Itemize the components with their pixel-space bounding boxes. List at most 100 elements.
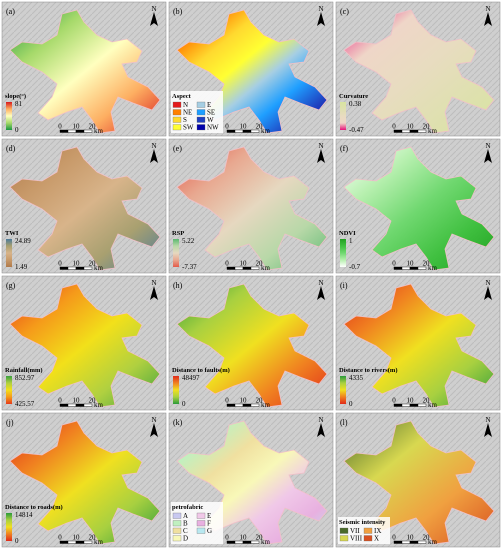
north-arrow — [484, 423, 492, 437]
panel-label: (b) — [173, 7, 183, 16]
legend-swatch — [172, 535, 182, 542]
north-arrow — [317, 12, 325, 26]
legend-min: -0.7 — [349, 263, 361, 271]
legend-min: 0 — [349, 400, 353, 408]
north-arrow — [317, 149, 325, 163]
legend-swatch — [172, 101, 182, 108]
legend-title: Rainfall(mm) — [5, 367, 43, 374]
legend-colorbar — [340, 239, 346, 267]
north-arrow — [150, 423, 158, 437]
legend-max: 852.97 — [15, 374, 35, 382]
panel-label: (a) — [6, 7, 15, 16]
legend-swatch — [339, 535, 349, 542]
legend-item: X — [374, 535, 379, 543]
scale-tick-label: 0 — [392, 397, 396, 405]
study-area — [176, 283, 328, 408]
scale-tick-label: 20 — [423, 397, 431, 405]
legend-colorbar — [340, 376, 346, 404]
legend-title: Aspect — [172, 93, 192, 100]
legend-swatch — [172, 520, 182, 527]
scale-unit: km — [261, 127, 271, 135]
legend-swatch — [172, 512, 182, 519]
scale-tick-label: 10 — [73, 260, 81, 268]
scale-unit: km — [94, 538, 104, 546]
north-label: N — [318, 416, 323, 424]
legend-swatch — [172, 109, 182, 116]
scale-tick-label: 10 — [240, 534, 248, 542]
scale-tick-label: 10 — [73, 534, 81, 542]
scale-tick-label: 20 — [256, 123, 264, 131]
legend-item: S — [183, 116, 187, 124]
study-area — [343, 9, 495, 134]
panel-label: (d) — [6, 144, 16, 153]
legend-swatch — [196, 520, 206, 527]
panel-label: (g) — [6, 281, 16, 290]
panel-label: (h) — [173, 281, 183, 290]
scale-tick-label: 20 — [89, 260, 97, 268]
legend-colorbar — [173, 239, 179, 267]
legend-max: 4335 — [349, 374, 364, 382]
scale-tick-label: 10 — [73, 397, 81, 405]
scale-tick-label: 20 — [423, 123, 431, 131]
scale-tick-label: 20 — [256, 397, 264, 405]
legend-swatch — [196, 527, 206, 534]
legend-swatch — [172, 116, 182, 123]
legend-min: -0.47 — [349, 126, 364, 134]
scale-bar-segment — [83, 266, 93, 270]
scale-tick-label: 10 — [240, 123, 248, 131]
legend-item: IX — [374, 527, 381, 535]
legend-title: Distance to faults(m) — [172, 367, 230, 374]
panel-label: (k) — [173, 418, 183, 427]
legend-min: 0 — [15, 126, 19, 134]
north-label: N — [485, 142, 490, 150]
scale-tick-label: 0 — [58, 397, 62, 405]
north-arrow — [150, 286, 158, 300]
legend-swatch — [196, 124, 206, 131]
scale-tick-label: 0 — [225, 397, 229, 405]
north-arrow — [150, 12, 158, 26]
panel-label: (f) — [340, 144, 348, 153]
scale-bar-segment — [250, 403, 260, 407]
scale-tick-label: 10 — [407, 397, 415, 405]
legend-colorbar — [173, 376, 179, 404]
scale-tick-label: 0 — [392, 260, 396, 268]
scale-tick-label: 0 — [58, 534, 62, 542]
legend-swatch — [196, 101, 206, 108]
legend-title: Distance to roads(m) — [5, 504, 63, 511]
legend-max: 14814 — [15, 511, 33, 519]
north-arrow — [484, 286, 492, 300]
scale-unit: km — [428, 127, 438, 135]
scale-bar-segment — [250, 540, 260, 544]
panel-label: (e) — [173, 144, 182, 153]
scale-unit: km — [428, 538, 438, 546]
legend-item: A — [183, 512, 188, 520]
scale-tick-label: 10 — [240, 260, 248, 268]
north-arrow — [150, 149, 158, 163]
legend-item: E — [207, 101, 211, 109]
scale-unit: km — [261, 401, 271, 409]
legend-title: Distance to rivers(m) — [339, 367, 397, 374]
scale-tick-label: 20 — [89, 534, 97, 542]
legend-colorbar — [340, 102, 346, 130]
scale-unit: km — [94, 401, 104, 409]
scale-unit: km — [94, 264, 104, 272]
north-label: N — [151, 416, 156, 424]
scale-bar-segment — [417, 403, 427, 407]
scale-tick-label: 10 — [73, 123, 81, 131]
north-label: N — [485, 416, 490, 424]
legend-item: D — [183, 535, 188, 543]
scale-bar-segment — [417, 266, 427, 270]
legend-max: 0.38 — [349, 100, 362, 108]
scale-tick-label: 0 — [58, 123, 62, 131]
scale-tick-label: 0 — [392, 123, 396, 131]
scale-unit: km — [261, 538, 271, 546]
scale-tick-label: 10 — [407, 260, 415, 268]
legend-item: NW — [207, 124, 219, 132]
